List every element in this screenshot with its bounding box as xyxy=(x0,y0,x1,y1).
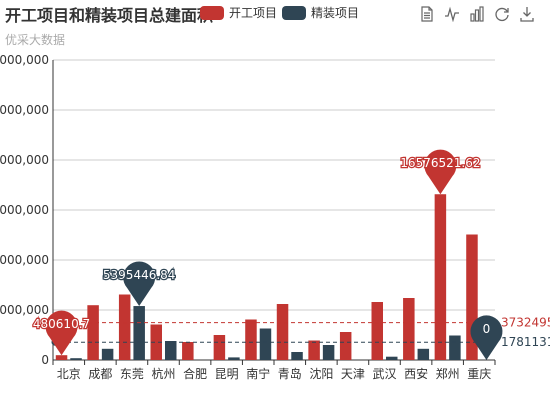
x-tick-label: 西安 xyxy=(404,366,428,381)
x-tick-label: 重庆 xyxy=(467,367,491,381)
mark-point-3-label: 5395446.84 xyxy=(103,268,176,282)
legend-item-series-2[interactable]: 精装项目 xyxy=(282,4,359,21)
save-image-icon[interactable] xyxy=(518,5,536,23)
bar-series-2 xyxy=(101,348,114,360)
chart-subtitle: 优采大数据 xyxy=(5,33,66,47)
y-tick-label: 20,000,000 xyxy=(0,153,49,167)
mark-point-4-label: 0 xyxy=(483,322,491,336)
bar-chart-icon[interactable] xyxy=(468,5,486,23)
bar-series-2 xyxy=(322,345,335,360)
x-tick-label: 昆明 xyxy=(215,367,239,381)
bar-series-1 xyxy=(276,304,289,360)
legend-swatch-series-1 xyxy=(200,5,224,20)
bar-series-1 xyxy=(339,332,352,360)
mark-line-label-1: 3732495 xyxy=(501,316,550,330)
x-tick-label: 青岛 xyxy=(278,366,302,381)
x-tick-label: 北京 xyxy=(57,367,81,381)
toolbox xyxy=(418,5,543,23)
chart-title: 开工项目和精装项目总建面积 xyxy=(5,6,214,25)
line-chart-icon[interactable] xyxy=(443,5,461,23)
x-tick-label: 天津 xyxy=(341,367,365,381)
bar-series-2 xyxy=(417,348,430,360)
mark-point-1-pin xyxy=(424,149,457,195)
y-tick-label: 10,000,000 xyxy=(0,253,49,267)
bar-series-2 xyxy=(70,358,82,360)
x-tick-label: 成都 xyxy=(88,367,112,381)
bar-series-2 xyxy=(259,328,272,360)
legend-swatch-series-2 xyxy=(282,5,306,20)
x-tick-label: 南宁 xyxy=(246,366,270,381)
bar-series-1 xyxy=(371,302,383,360)
bar-series-2 xyxy=(449,335,461,360)
y-tick-label: 0 xyxy=(41,353,49,367)
y-tick-label: 25,000,000 xyxy=(0,103,49,117)
legend-label-series-1: 开工项目 xyxy=(229,6,278,20)
x-tick-label: 武汉 xyxy=(372,367,396,381)
bar-series-2 xyxy=(165,341,177,360)
bar-series-1 xyxy=(213,335,226,360)
mark-point-1-label: 16576521.62 xyxy=(400,156,480,170)
bar-series-1 xyxy=(150,324,162,360)
bar-series-2 xyxy=(386,356,398,360)
bar-series-1 xyxy=(87,305,99,360)
mark-point-3-pin xyxy=(123,261,156,307)
bar-series-1 xyxy=(403,298,415,360)
x-tick-label: 沈阳 xyxy=(309,366,333,381)
x-tick-label: 郑州 xyxy=(436,366,460,381)
x-tick-label: 东莞 xyxy=(120,367,144,381)
bar-series-2 xyxy=(133,306,145,360)
mark-point-2-label: 480610.7 xyxy=(33,317,90,331)
bar-series-1 xyxy=(182,342,194,360)
bar-series-1 xyxy=(245,319,257,360)
restore-icon[interactable] xyxy=(493,5,511,23)
x-tick-label: 杭州 xyxy=(151,366,175,381)
bar-series-1 xyxy=(466,234,478,360)
bar-series-1 xyxy=(434,194,447,360)
legend-label-series-2: 精装项目 xyxy=(311,6,360,20)
mark-point-2-pin xyxy=(45,310,78,356)
x-tick-label: 合肥 xyxy=(183,366,207,381)
bar-series-2 xyxy=(228,357,240,360)
bar-series-1 xyxy=(55,355,68,360)
mark-point-4-pin xyxy=(470,315,503,360)
y-tick-label: 5,000,000 xyxy=(0,303,49,317)
bar-series-2 xyxy=(291,352,303,360)
legend-item-series-1[interactable]: 开工项目 xyxy=(200,4,277,21)
y-tick-label: 15,000,000 xyxy=(0,203,49,217)
y-tick-label: 30,000,000 xyxy=(0,53,49,67)
data-view-icon[interactable] xyxy=(418,5,436,23)
bar-series-1 xyxy=(308,340,320,360)
bar-series-1 xyxy=(118,294,131,360)
